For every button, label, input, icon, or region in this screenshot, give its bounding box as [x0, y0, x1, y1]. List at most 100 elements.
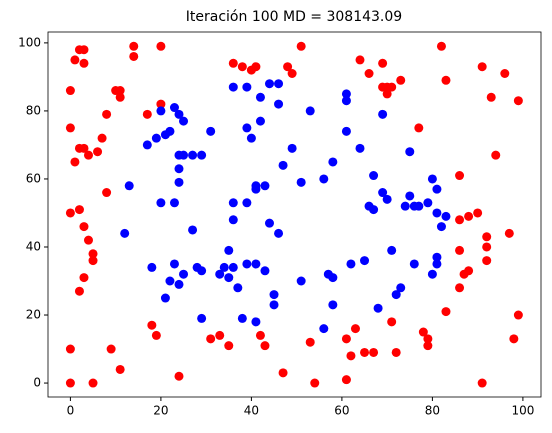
point: [427, 174, 437, 184]
point: [491, 150, 501, 160]
point: [197, 150, 207, 160]
point: [482, 256, 492, 266]
point: [251, 184, 261, 194]
point: [174, 109, 184, 119]
point: [156, 41, 166, 51]
point: [378, 82, 388, 92]
point: [129, 51, 139, 61]
point: [179, 116, 189, 126]
point: [360, 347, 370, 357]
point: [328, 273, 338, 283]
point: [151, 133, 161, 143]
point: [477, 62, 487, 72]
point: [197, 313, 207, 323]
point: [251, 259, 261, 269]
point: [169, 103, 179, 113]
point: [500, 69, 510, 79]
point: [346, 259, 356, 269]
point: [102, 188, 112, 198]
point: [246, 133, 256, 143]
point: [169, 259, 179, 269]
point: [147, 320, 157, 330]
x-tick-label: 20: [153, 404, 168, 418]
point: [378, 109, 388, 119]
point: [165, 276, 175, 286]
point: [509, 334, 519, 344]
point: [296, 177, 306, 187]
point: [106, 344, 116, 354]
point: [215, 269, 225, 279]
point: [179, 150, 189, 160]
point: [346, 351, 356, 361]
point: [341, 126, 351, 136]
point: [165, 126, 175, 136]
point: [464, 211, 474, 221]
point: [93, 147, 103, 157]
point: [400, 201, 410, 211]
point: [255, 330, 265, 340]
point: [79, 45, 89, 55]
point: [477, 378, 487, 388]
y-tick-label: 100: [18, 35, 41, 49]
point: [369, 347, 379, 357]
point: [423, 198, 433, 208]
x-tick-label: 0: [67, 404, 75, 418]
point: [341, 96, 351, 106]
point: [174, 279, 184, 289]
point: [65, 208, 75, 218]
point: [269, 290, 279, 300]
point: [260, 181, 270, 191]
point: [455, 283, 465, 293]
point: [142, 109, 152, 119]
point: [65, 86, 75, 96]
point: [242, 259, 252, 269]
point: [251, 62, 261, 72]
y-tick-label: 40: [26, 239, 41, 253]
point: [513, 310, 523, 320]
point: [414, 201, 424, 211]
point: [328, 157, 338, 167]
point: [274, 79, 284, 89]
point: [242, 123, 252, 133]
point: [432, 184, 442, 194]
point: [151, 330, 161, 340]
point: [129, 41, 139, 51]
point: [274, 99, 284, 109]
point: [242, 82, 252, 92]
point: [391, 290, 401, 300]
point: [423, 341, 433, 351]
point: [142, 140, 152, 150]
point: [378, 188, 388, 198]
point: [482, 242, 492, 252]
point: [355, 55, 365, 65]
point: [174, 164, 184, 174]
point: [242, 198, 252, 208]
point: [255, 92, 265, 102]
x-tick-label: 100: [511, 404, 534, 418]
point: [224, 273, 234, 283]
point: [156, 99, 166, 109]
point: [432, 208, 442, 218]
point: [287, 143, 297, 153]
point: [436, 41, 446, 51]
point: [369, 171, 379, 181]
point: [382, 89, 392, 99]
y-tick-label: 0: [33, 376, 41, 390]
point: [355, 143, 365, 153]
point: [251, 317, 261, 327]
point: [206, 334, 216, 344]
point: [197, 266, 207, 276]
point: [455, 215, 465, 225]
point: [97, 133, 107, 143]
point: [296, 41, 306, 51]
point: [65, 344, 75, 354]
point: [79, 143, 89, 153]
point: [147, 262, 157, 272]
point: [455, 245, 465, 255]
point: [215, 330, 225, 340]
point: [228, 58, 238, 68]
point: [74, 205, 84, 215]
point: [405, 147, 415, 157]
point: [264, 79, 274, 89]
point: [391, 347, 401, 357]
